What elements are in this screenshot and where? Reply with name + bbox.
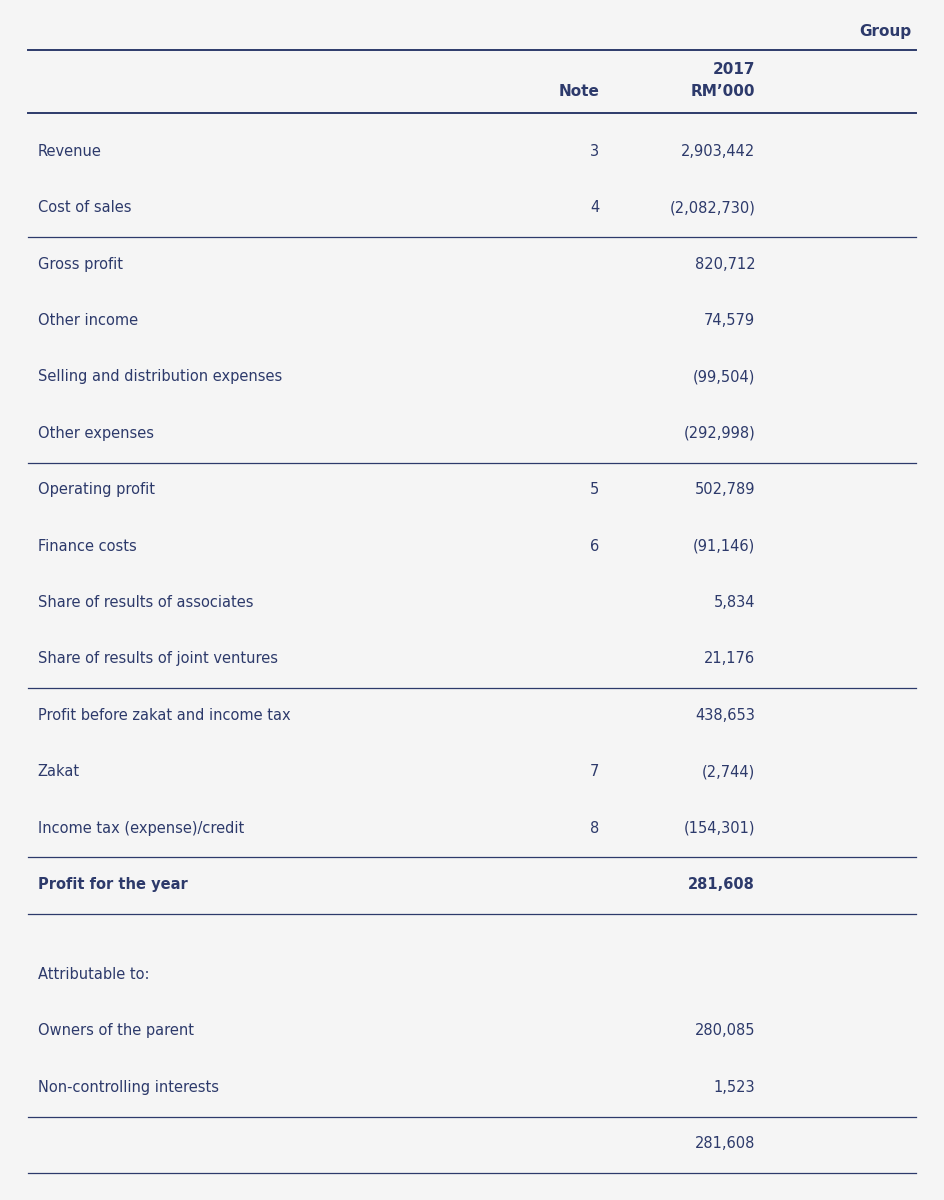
- Text: 21,176: 21,176: [704, 652, 755, 666]
- Text: (91,146): (91,146): [693, 539, 755, 553]
- Text: Profit for the year: Profit for the year: [38, 877, 188, 892]
- Text: (292,998): (292,998): [683, 426, 755, 440]
- Text: 4: 4: [590, 200, 599, 215]
- Text: RM’000: RM’000: [691, 84, 755, 98]
- Text: Selling and distribution expenses: Selling and distribution expenses: [38, 370, 282, 384]
- Text: 502,789: 502,789: [695, 482, 755, 497]
- Text: 438,653: 438,653: [696, 708, 755, 722]
- Text: Owners of the parent: Owners of the parent: [38, 1024, 194, 1038]
- Text: Zakat: Zakat: [38, 764, 80, 779]
- Text: Other income: Other income: [38, 313, 138, 328]
- Text: 3: 3: [590, 144, 599, 158]
- Text: Profit before zakat and income tax: Profit before zakat and income tax: [38, 708, 291, 722]
- Text: 5: 5: [590, 482, 599, 497]
- Text: Non-controlling interests: Non-controlling interests: [38, 1080, 219, 1094]
- Text: 820,712: 820,712: [695, 257, 755, 271]
- Text: Note: Note: [559, 84, 599, 98]
- Text: 5,834: 5,834: [714, 595, 755, 610]
- Text: Finance costs: Finance costs: [38, 539, 137, 553]
- Text: Income tax (expense)/credit: Income tax (expense)/credit: [38, 821, 244, 835]
- Text: (2,744): (2,744): [702, 764, 755, 779]
- Text: 7: 7: [590, 764, 599, 779]
- Text: Share of results of associates: Share of results of associates: [38, 595, 253, 610]
- Text: Revenue: Revenue: [38, 144, 102, 158]
- Text: 8: 8: [590, 821, 599, 835]
- Text: Operating profit: Operating profit: [38, 482, 155, 497]
- Text: (2,082,730): (2,082,730): [669, 200, 755, 215]
- Text: 2017: 2017: [713, 62, 755, 77]
- Text: 1,523: 1,523: [714, 1080, 755, 1094]
- Text: (99,504): (99,504): [693, 370, 755, 384]
- Text: 281,608: 281,608: [688, 877, 755, 892]
- Text: 74,579: 74,579: [704, 313, 755, 328]
- Text: 2,903,442: 2,903,442: [681, 144, 755, 158]
- Text: Attributable to:: Attributable to:: [38, 967, 149, 982]
- Text: Gross profit: Gross profit: [38, 257, 123, 271]
- Text: 281,608: 281,608: [695, 1136, 755, 1151]
- Text: Other expenses: Other expenses: [38, 426, 154, 440]
- Text: Cost of sales: Cost of sales: [38, 200, 131, 215]
- Text: Share of results of joint ventures: Share of results of joint ventures: [38, 652, 278, 666]
- Text: 6: 6: [590, 539, 599, 553]
- Text: Group: Group: [859, 24, 911, 38]
- Text: (154,301): (154,301): [683, 821, 755, 835]
- Text: 280,085: 280,085: [695, 1024, 755, 1038]
